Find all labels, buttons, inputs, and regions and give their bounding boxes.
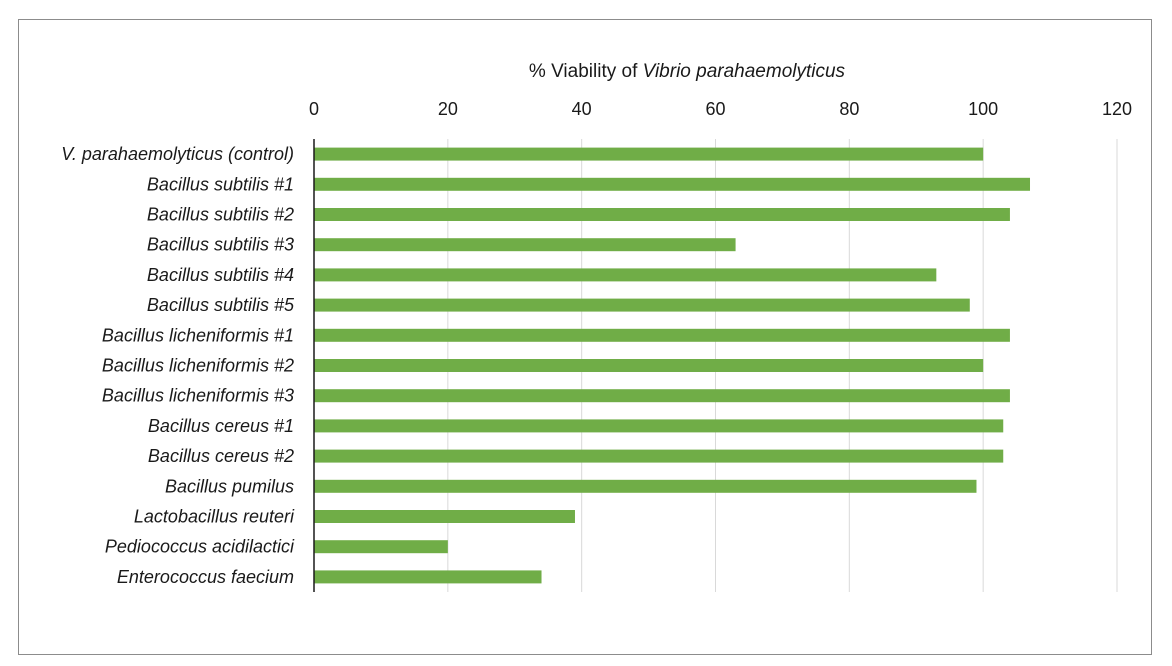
x-tick-label: 0 [309,99,319,119]
category-label: Bacillus licheniformis #3 [102,386,294,406]
category-label: Bacillus subtilis #2 [147,205,294,225]
category-label: Bacillus pumilus [165,476,294,496]
bar-13 [314,510,575,523]
bar-4 [314,238,736,252]
category-label: Bacillus subtilis #3 [147,235,294,255]
x-tick-label: 20 [438,99,458,119]
bar-11 [314,449,1004,463]
bar-6 [314,298,970,312]
bar-14 [314,540,448,554]
category-label: Bacillus subtilis #5 [147,295,295,315]
category-label: V. parahaemolyticus (control) [61,144,294,164]
bar-3 [314,208,1010,221]
category-label: Bacillus cereus #1 [148,416,294,436]
chart-title: % Viability of Vibrio parahaemolyticus [529,61,846,82]
bar-9 [314,389,1010,403]
category-label: Pediococcus acidilactici [105,537,295,557]
category-label: Bacillus subtilis #1 [147,174,294,194]
bars [314,147,1031,584]
x-tick-label: 40 [572,99,592,119]
x-tick-label: 60 [705,99,725,119]
bar-7 [314,328,1010,342]
bar-10 [314,419,1004,433]
bar-5 [314,268,937,282]
x-axis-ticks: 0 20 40 60 80 100 120 [309,99,1132,119]
chart-title-italic: Vibrio parahaemolyticus [643,61,846,82]
bar-15 [314,570,542,584]
category-label: Bacillus licheniformis #1 [102,325,294,345]
bar-2 [314,177,1031,191]
category-label: Enterococcus faecium [117,567,294,587]
category-label: Bacillus cereus #2 [148,446,294,466]
bar-8 [314,359,984,372]
category-label: Bacillus subtilis #4 [147,265,294,285]
category-labels: V. parahaemolyticus (control) Bacillus su… [61,144,295,587]
category-label: Lactobacillus reuteri [134,507,295,527]
bar-1 [314,147,984,161]
x-tick-label: 120 [1102,99,1132,119]
category-label: Bacillus licheniformis #2 [102,356,294,376]
x-tick-label: 100 [968,99,998,119]
chart-title-plain: % Viability of [529,61,643,82]
x-tick-label: 80 [839,99,859,119]
bar-12 [314,479,977,493]
